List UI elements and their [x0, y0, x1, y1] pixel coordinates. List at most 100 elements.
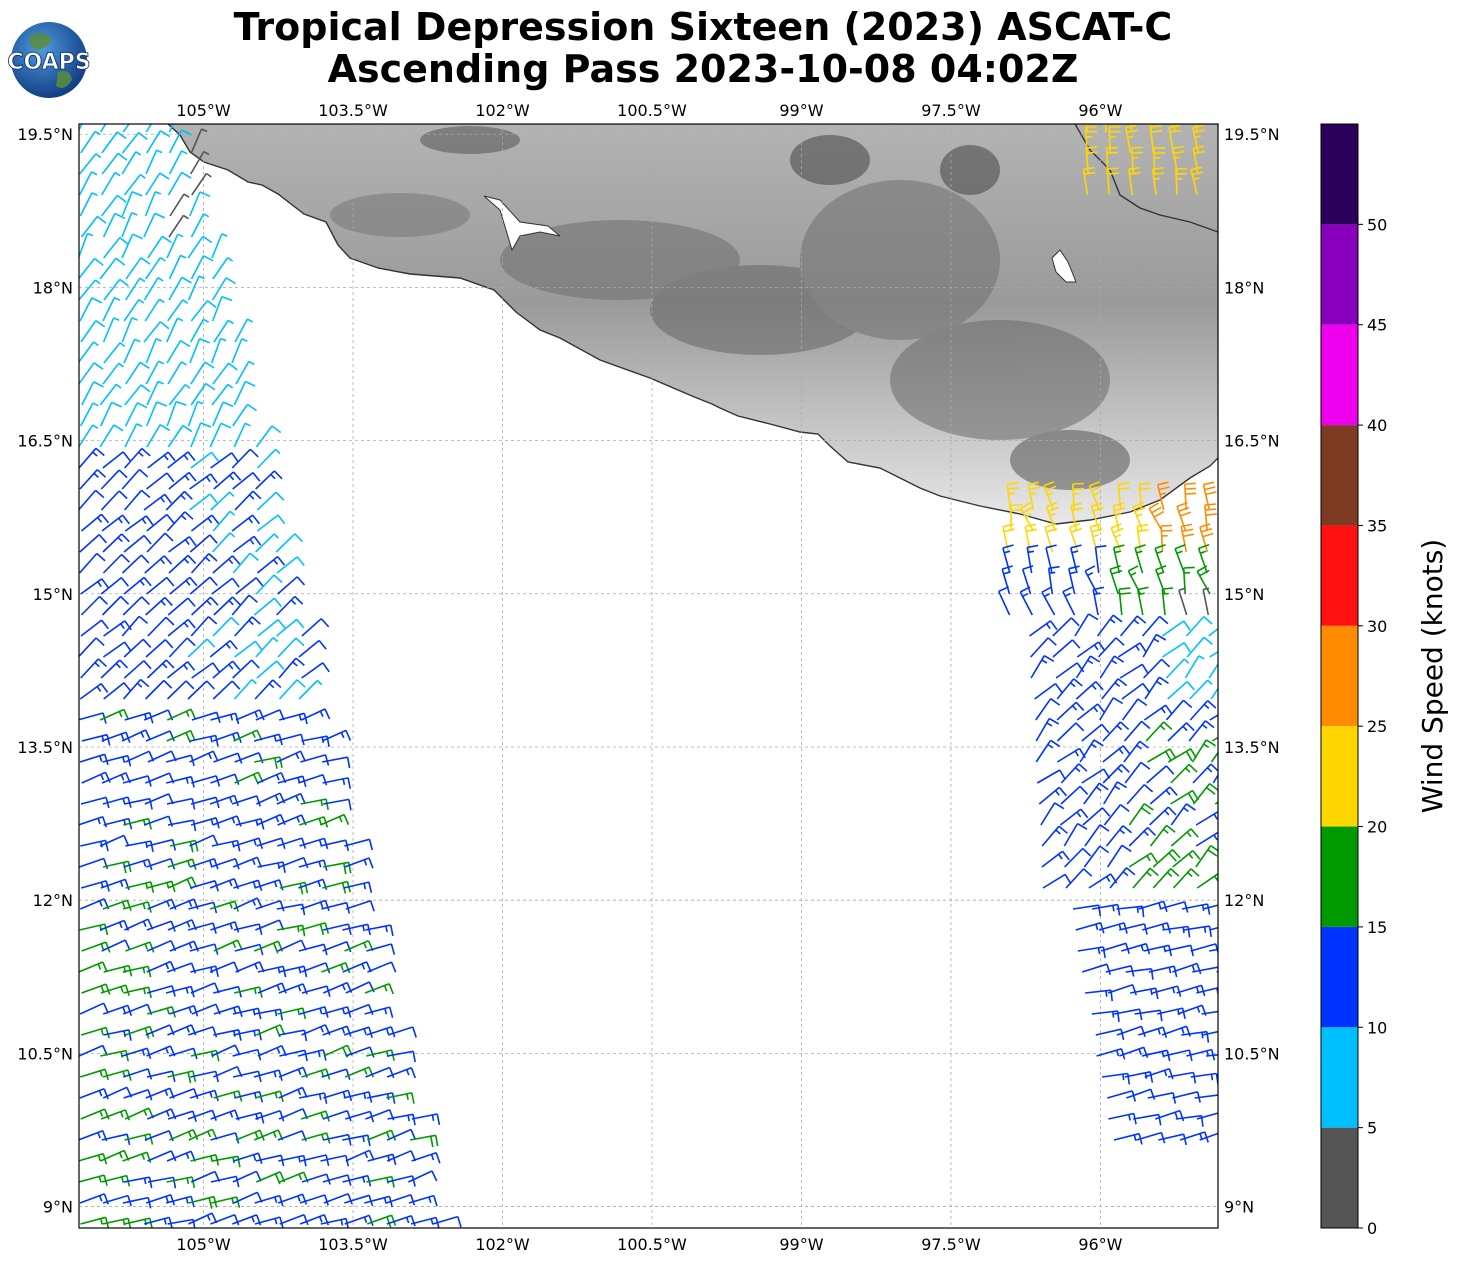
wind-barb: [1147, 748, 1177, 763]
wind-barb: [1195, 810, 1218, 826]
wind-barb: [102, 641, 132, 658]
wind-barb: [80, 319, 106, 343]
lon-tick-label-top: 105°W: [176, 101, 231, 120]
wind-barb: [1109, 867, 1136, 889]
wind-barb: [1030, 637, 1057, 658]
wind-barb: [1119, 663, 1149, 679]
wind-barb: [256, 448, 281, 469]
wind-barb: [1130, 146, 1144, 175]
wind-barb: [255, 1110, 285, 1122]
wind-barb: [125, 257, 151, 280]
wind-barb: [79, 232, 94, 259]
wind-barb: [190, 255, 214, 280]
wind-barb: [146, 130, 171, 154]
wind-barb: [1095, 1028, 1125, 1041]
wind-barb: [1209, 714, 1218, 721]
wind-barb: [298, 1092, 328, 1104]
wind-barb: [168, 124, 175, 133]
wind-barb: [190, 553, 218, 574]
wind-barb: [321, 962, 351, 974]
wind-barb: [79, 489, 105, 511]
wind-barb: [101, 514, 130, 532]
wind-barb: [80, 619, 109, 637]
wind-barb: [278, 1029, 308, 1042]
lon-tick-label-bottom: 97.5°W: [921, 1235, 981, 1254]
wind-barb: [123, 858, 153, 871]
wind-barb: [279, 856, 309, 869]
lat-tick-label-left: 19.5°N: [17, 125, 73, 144]
wind-barb: [122, 1151, 152, 1163]
wind-barb: [187, 638, 216, 658]
wind-barb: [209, 639, 238, 658]
wind-barb: [1077, 946, 1106, 959]
wind-barb: [1181, 903, 1211, 915]
wind-barb: [1002, 523, 1015, 553]
wind-barb: [321, 756, 351, 769]
wind-barb: [102, 1217, 132, 1228]
wind-barb: [121, 191, 143, 217]
wind-barb: [103, 620, 132, 637]
wind-barb: [79, 469, 107, 490]
wind-barb: [188, 1026, 218, 1038]
wind-barb: [276, 792, 306, 805]
wind-barb: [1107, 844, 1132, 868]
wind-barb: [1144, 1067, 1174, 1080]
wind-barb: [254, 1216, 284, 1228]
wind-barb: [1036, 769, 1066, 784]
wind-barb: [101, 595, 130, 616]
wind-barb: [146, 858, 176, 870]
wind-barb: [210, 337, 227, 364]
lon-tick-label-bottom: 103.5°W: [318, 1235, 388, 1254]
wind-barb: [189, 834, 219, 847]
colorbar-segment: [1321, 224, 1358, 325]
wind-barb: [233, 923, 263, 935]
wind-barb: [167, 361, 188, 385]
wind-barb: [81, 941, 111, 953]
wind-barb: [1189, 700, 1217, 721]
wind-barb: [1083, 782, 1109, 805]
wind-barb: [277, 837, 307, 849]
wind-barb: [276, 750, 306, 763]
lat-tick-label-right: 13.5°N: [1224, 738, 1280, 757]
wind-barb: [276, 924, 306, 937]
wind-barb: [213, 471, 242, 490]
wind-barb: [254, 679, 282, 700]
wind-barb: [80, 595, 108, 616]
wind-barb: [1191, 739, 1216, 763]
wind-barb: [1006, 482, 1019, 511]
wind-barb: [190, 361, 215, 385]
wind-barb: [102, 899, 132, 911]
wind-barb: [367, 1129, 397, 1141]
wind-barb: [167, 819, 197, 832]
wind-barb: [79, 402, 99, 427]
wind-barb: [1149, 806, 1177, 826]
wind-barb: [1084, 125, 1098, 154]
wind-barb: [1170, 763, 1198, 784]
logo-text: COAPS: [8, 50, 90, 75]
wind-barb: [300, 798, 329, 811]
wind-barb: [166, 680, 195, 700]
colorbar-tick-label: 20: [1367, 818, 1387, 837]
wind-barb: [145, 679, 173, 700]
wind-barb: [301, 662, 330, 679]
wind-barb: [1161, 587, 1174, 616]
wind-barb: [1001, 565, 1013, 595]
wind-barb: [344, 838, 374, 851]
wind-barb: [121, 615, 149, 637]
wind-barb: [79, 153, 102, 175]
wind-barb: [1034, 682, 1063, 700]
wind-barb: [300, 754, 330, 766]
colorbar-tick-label: 5: [1367, 1119, 1377, 1138]
wind-barb: [1183, 925, 1212, 938]
wind-barb: [146, 576, 175, 595]
wind-barb: [1123, 720, 1151, 742]
wind-barb: [1072, 482, 1085, 511]
wind-barb: [1099, 655, 1125, 679]
lat-tick-label-left: 10.5°N: [17, 1044, 73, 1063]
wind-barb: [365, 924, 394, 937]
wind-barb: [300, 1110, 330, 1122]
wind-barb: [79, 753, 109, 766]
colorbar-segment: [1321, 425, 1358, 526]
wind-barb: [1195, 124, 1198, 133]
wind-barb: [124, 423, 143, 448]
